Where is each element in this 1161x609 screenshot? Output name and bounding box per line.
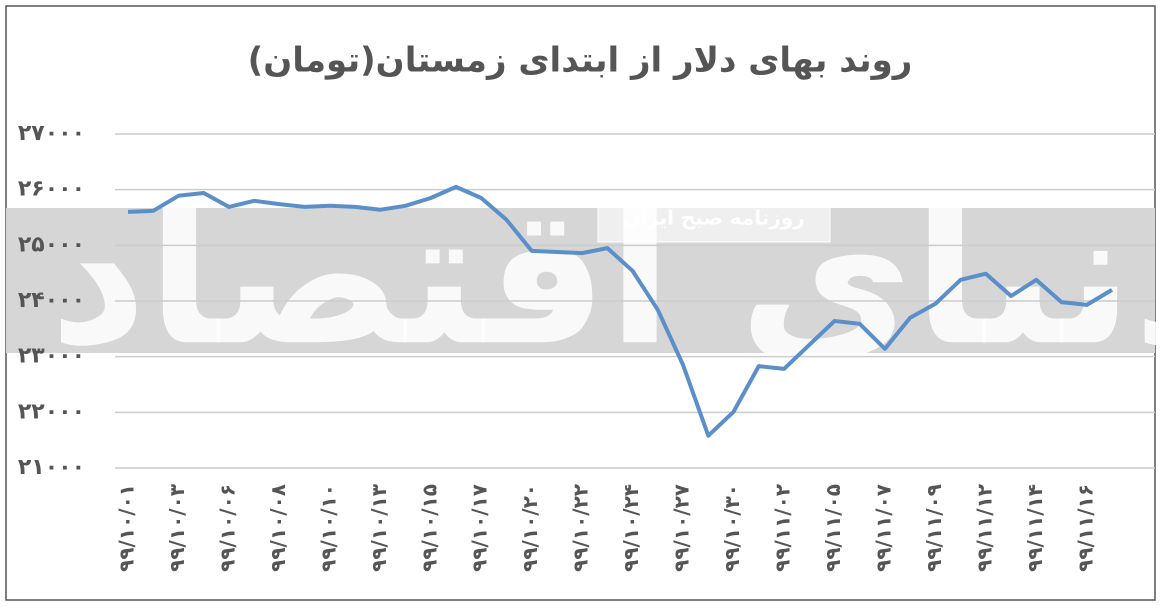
banner-box [597, 195, 831, 243]
x-tick-label: ۹۹/۱۱/۰۵ [821, 484, 845, 572]
x-tick-label: ۹۹/۱۱/۱۶ [1073, 484, 1097, 572]
x-tick-label: ۹۹/۱۰/۱۰ [316, 484, 340, 572]
x-tick-label: ۹۹/۱۱/۱۲ [972, 484, 996, 572]
line [127, 184, 1114, 438]
y-tick-label: ۲۵۰۰۰ [18, 232, 85, 257]
x-tick-label: ۹۹/۱۰/۱۳ [367, 484, 391, 572]
y-tick-label: ۲۷۰۰۰ [18, 121, 85, 146]
x-tick-label: ۹۹/۱۰/۲۰ [518, 484, 542, 572]
y-tick-label: ۲۳۰۰۰ [18, 344, 85, 369]
y-tick-label: ۲۱۰۰۰ [18, 455, 85, 480]
x-tick-label: ۹۹/۱۰/۲۴ [619, 484, 643, 572]
y-tick-label: ۲۲۰۰۰ [18, 399, 85, 424]
x-tick-label: ۹۹/۱۰/۱۵ [417, 484, 441, 572]
x-tick-label: ۹۹/۱۰/۱۷ [468, 484, 492, 572]
x-tick-label: ۹۹/۱۰/۰۶ [215, 484, 239, 572]
x-tick-label: ۹۹/۱۰/۳۰ [720, 484, 744, 572]
banner: روزنامه صبح ایران [623, 206, 805, 230]
x-tick-label: ۹۹/۱۰/۰۸ [266, 484, 290, 572]
chart-title: روند بهای دلار از ابتدای زمستان(تومان) [248, 41, 913, 81]
x-tick-label: ۹۹/۱۰/۰۳ [165, 484, 189, 572]
x-tick-label: ۹۹/۱۰/۲۷ [670, 484, 694, 572]
x-tick-label: ۹۹/۱۱/۰۹ [922, 484, 946, 572]
x-tick-label: ۹۹/۱۰/۰۱ [115, 484, 139, 572]
x-tick-label: ۹۹/۱۰/۲۲ [569, 484, 593, 572]
y-tick-label: ۲۶۰۰۰ [18, 177, 85, 202]
x-tick-label: ۹۹/۱۱/۰۲ [771, 484, 795, 572]
y-tick-label: ۲۴۰۰۰ [18, 288, 85, 313]
x-tick-label: ۹۹/۱۱/۱۴ [1023, 484, 1047, 572]
x-tick-label: ۹۹/۱۱/۰۷ [871, 484, 895, 572]
